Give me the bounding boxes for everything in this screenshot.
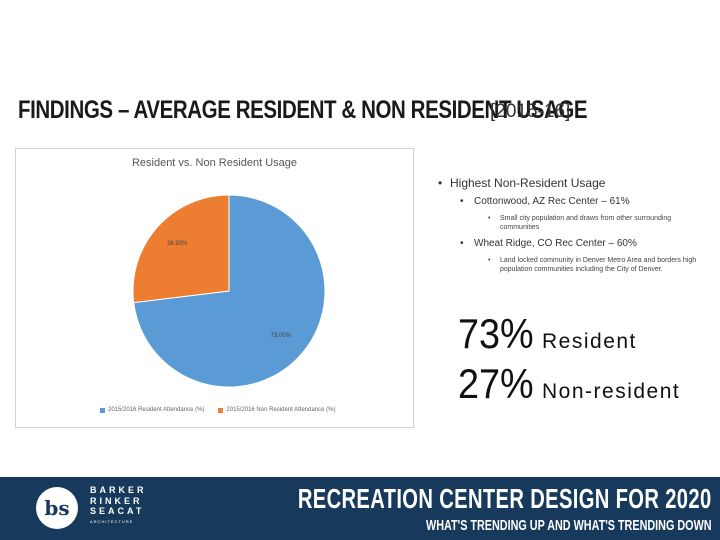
legend-label-nonresident: 2015/2016 Non Resident Attendance (%)	[226, 407, 336, 413]
bullet-heading: Highest Non-Resident Usage	[438, 176, 708, 190]
stat-resident-pct: 73%	[458, 310, 534, 357]
findings-bullets: Highest Non-Resident Usage Cottonwood, A…	[438, 176, 708, 280]
logo-line-rinker: RINKER	[90, 495, 143, 506]
bullet-note-cottonwood: Small city population and draws from oth…	[488, 214, 708, 232]
bullet-item-wheat-ridge: Wheat Ridge, CO Rec Center – 60%	[460, 238, 708, 249]
footer-title: RECREATION CENTER DESIGN FOR 2020	[298, 483, 712, 514]
stat-resident: 73% Resident	[458, 310, 680, 360]
stat-nonresident-pct: 27%	[458, 360, 534, 407]
pie-chart: 73.00% 26.93%	[132, 194, 326, 388]
logo-line-barker: BARKER	[90, 485, 147, 495]
logo-line-seacat: SEACAT	[90, 506, 145, 516]
stat-nonresident-label: Non-resident	[542, 380, 681, 403]
footer-subtitle: WHAT'S TRENDING UP AND WHAT'S TRENDING D…	[426, 517, 712, 534]
pie-label-resident: 73.00%	[271, 333, 292, 339]
slide-title-row: FINDINGS – AVERAGE RESIDENT & NON RESIDE…	[18, 96, 712, 125]
chart-title: Resident vs. Non Resident Usage	[131, 157, 298, 169]
legend-swatch-resident	[100, 407, 105, 413]
bullet-item-cottonwood: Cottonwood, AZ Rec Center – 61%	[460, 196, 708, 207]
legend-label-resident: 2015/2016 Resident Attendance (%)	[108, 407, 205, 413]
usage-stats: 73% Resident 27% Non-resident	[458, 310, 680, 410]
footer-banner: bs BARKER RINKER SEACAT ARCHITECTURE REC…	[0, 477, 720, 540]
logo-line-architecture: ARCHITECTURE	[90, 518, 134, 524]
legend-swatch-nonresident	[218, 407, 224, 413]
chart-legend: 2015/2016 Resident Attendance (%) 2015/2…	[100, 407, 335, 413]
stat-resident-label: Resident	[542, 330, 637, 353]
bullet-note-wheat-ridge: Land locked community in Denver Metro Ar…	[488, 256, 708, 274]
stat-nonresident: 27% Non-resident	[458, 360, 680, 410]
legend-item-nonresident: 2015/2016 Non Resident Attendance (%)	[218, 407, 335, 413]
logo-wordmark: BARKER RINKER SEACAT ARCHITECTURE	[90, 485, 147, 527]
slide-title: FINDINGS – AVERAGE RESIDENT & NON RESIDE…	[18, 96, 588, 124]
pie-chart-panel: Resident vs. Non Resident Usage 73.00% 26…	[15, 148, 414, 428]
slide-subtitle: [2015-16]	[490, 101, 571, 122]
pie-slice-nonresident	[132, 194, 230, 304]
legend-item-resident: 2015/2016 Resident Attendance (%)	[100, 407, 204, 413]
pie-label-nonresident: 26.93%	[167, 241, 188, 247]
brs-logo: bs	[36, 487, 78, 529]
